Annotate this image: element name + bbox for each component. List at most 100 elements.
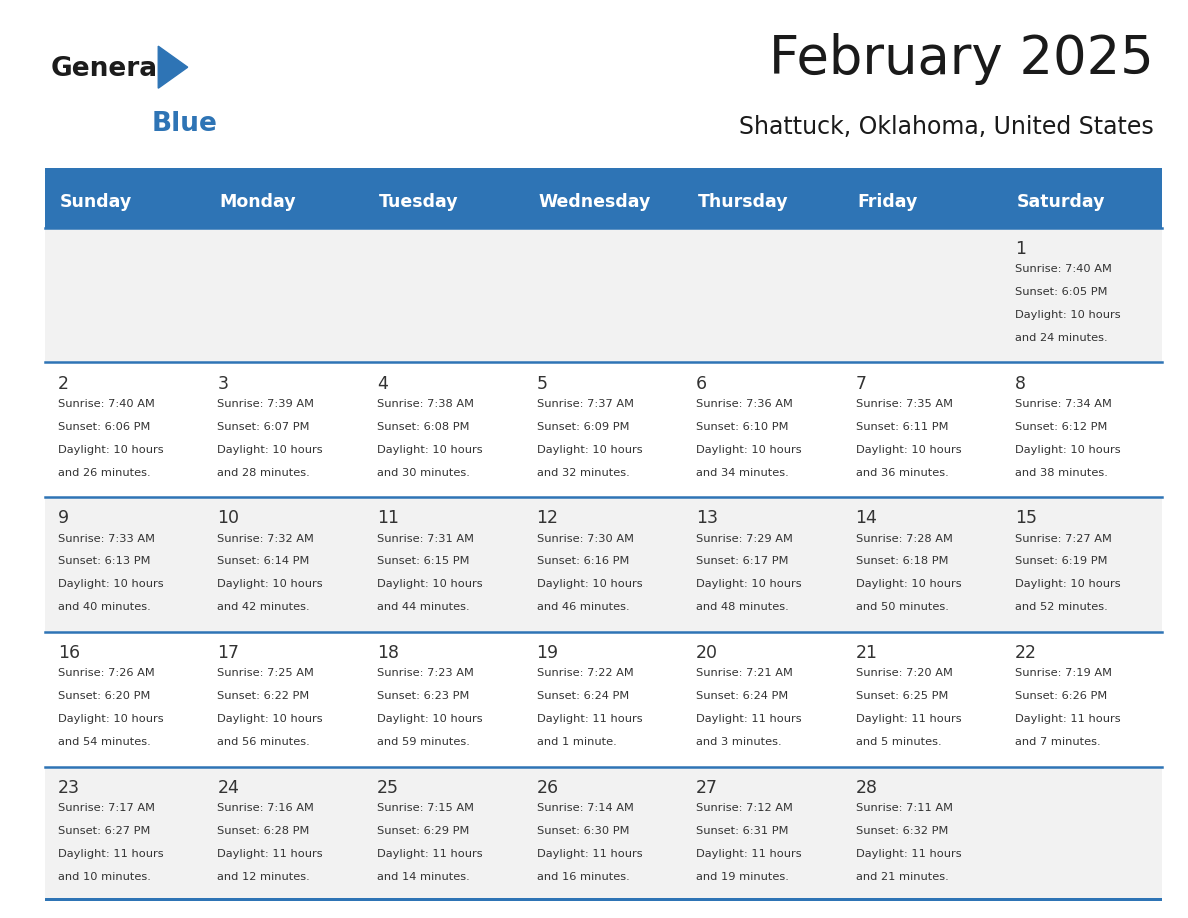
Text: and 26 minutes.: and 26 minutes. — [58, 467, 151, 477]
Text: Daylight: 10 hours: Daylight: 10 hours — [855, 444, 961, 454]
Text: 14: 14 — [855, 509, 878, 527]
Text: Sunrise: 7:15 AM: Sunrise: 7:15 AM — [377, 803, 474, 813]
Text: Monday: Monday — [219, 193, 296, 211]
Text: Friday: Friday — [858, 193, 917, 211]
Text: Wednesday: Wednesday — [538, 193, 651, 211]
Text: Sunrise: 7:39 AM: Sunrise: 7:39 AM — [217, 398, 315, 409]
Text: and 24 minutes.: and 24 minutes. — [1015, 333, 1107, 342]
Text: and 7 minutes.: and 7 minutes. — [1015, 737, 1101, 747]
Text: Sunrise: 7:14 AM: Sunrise: 7:14 AM — [537, 803, 633, 813]
Text: Daylight: 11 hours: Daylight: 11 hours — [537, 849, 643, 859]
Text: and 54 minutes.: and 54 minutes. — [58, 737, 151, 747]
Text: Sunset: 6:24 PM: Sunset: 6:24 PM — [537, 691, 628, 701]
Text: Sunset: 6:25 PM: Sunset: 6:25 PM — [855, 691, 948, 701]
Text: Sunset: 6:18 PM: Sunset: 6:18 PM — [855, 556, 948, 566]
Text: Sunset: 6:12 PM: Sunset: 6:12 PM — [1015, 421, 1107, 431]
Text: Thursday: Thursday — [697, 193, 789, 211]
Text: and 19 minutes.: and 19 minutes. — [696, 872, 789, 882]
Text: and 1 minute.: and 1 minute. — [537, 737, 617, 747]
Text: Sunrise: 7:29 AM: Sunrise: 7:29 AM — [696, 533, 792, 543]
Text: and 44 minutes.: and 44 minutes. — [377, 602, 469, 612]
Text: and 28 minutes.: and 28 minutes. — [217, 467, 310, 477]
Text: Daylight: 11 hours: Daylight: 11 hours — [696, 849, 802, 859]
Text: 6: 6 — [696, 375, 707, 393]
Text: Sunrise: 7:11 AM: Sunrise: 7:11 AM — [855, 803, 953, 813]
Text: Daylight: 10 hours: Daylight: 10 hours — [217, 444, 323, 454]
Text: Daylight: 10 hours: Daylight: 10 hours — [58, 714, 164, 724]
Text: 28: 28 — [855, 778, 878, 797]
Text: 8: 8 — [1015, 375, 1026, 393]
Text: Sunrise: 7:33 AM: Sunrise: 7:33 AM — [58, 533, 154, 543]
Text: Daylight: 10 hours: Daylight: 10 hours — [1015, 310, 1120, 319]
Text: Daylight: 10 hours: Daylight: 10 hours — [58, 444, 164, 454]
Text: Sunrise: 7:32 AM: Sunrise: 7:32 AM — [217, 533, 315, 543]
Text: Sunset: 6:05 PM: Sunset: 6:05 PM — [1015, 287, 1107, 297]
Text: Sunrise: 7:12 AM: Sunrise: 7:12 AM — [696, 803, 792, 813]
Text: and 5 minutes.: and 5 minutes. — [855, 737, 941, 747]
Text: 20: 20 — [696, 644, 718, 662]
Text: 22: 22 — [1015, 644, 1037, 662]
Text: General: General — [51, 56, 168, 83]
Text: 12: 12 — [537, 509, 558, 527]
Text: Sunrise: 7:21 AM: Sunrise: 7:21 AM — [696, 668, 792, 678]
Text: 18: 18 — [377, 644, 399, 662]
Text: and 32 minutes.: and 32 minutes. — [537, 467, 630, 477]
Text: and 46 minutes.: and 46 minutes. — [537, 602, 630, 612]
Text: Sunrise: 7:35 AM: Sunrise: 7:35 AM — [855, 398, 953, 409]
Polygon shape — [158, 46, 188, 88]
Text: Sunset: 6:24 PM: Sunset: 6:24 PM — [696, 691, 789, 701]
Text: 9: 9 — [58, 509, 69, 527]
Text: Daylight: 11 hours: Daylight: 11 hours — [377, 849, 482, 859]
Text: and 59 minutes.: and 59 minutes. — [377, 737, 469, 747]
Text: and 3 minutes.: and 3 minutes. — [696, 737, 782, 747]
Text: Sunrise: 7:28 AM: Sunrise: 7:28 AM — [855, 533, 953, 543]
Text: Sunset: 6:32 PM: Sunset: 6:32 PM — [855, 826, 948, 836]
Text: Sunset: 6:15 PM: Sunset: 6:15 PM — [377, 556, 469, 566]
Text: Sunrise: 7:20 AM: Sunrise: 7:20 AM — [855, 668, 953, 678]
Text: Sunrise: 7:26 AM: Sunrise: 7:26 AM — [58, 668, 154, 678]
Text: Sunset: 6:22 PM: Sunset: 6:22 PM — [217, 691, 310, 701]
Text: Daylight: 10 hours: Daylight: 10 hours — [537, 444, 643, 454]
Text: Sunset: 6:10 PM: Sunset: 6:10 PM — [696, 421, 789, 431]
Text: 1: 1 — [1015, 240, 1026, 258]
Text: Daylight: 10 hours: Daylight: 10 hours — [696, 579, 802, 589]
Text: 11: 11 — [377, 509, 399, 527]
Text: Sunset: 6:27 PM: Sunset: 6:27 PM — [58, 826, 150, 836]
Text: 15: 15 — [1015, 509, 1037, 527]
Text: 24: 24 — [217, 778, 239, 797]
Text: Sunrise: 7:30 AM: Sunrise: 7:30 AM — [537, 533, 633, 543]
Text: Daylight: 10 hours: Daylight: 10 hours — [377, 714, 482, 724]
Text: Sunday: Sunday — [59, 193, 132, 211]
Text: 4: 4 — [377, 375, 387, 393]
Text: 17: 17 — [217, 644, 240, 662]
Text: Sunset: 6:30 PM: Sunset: 6:30 PM — [537, 826, 628, 836]
Text: Sunrise: 7:34 AM: Sunrise: 7:34 AM — [1015, 398, 1112, 409]
Text: 16: 16 — [58, 644, 80, 662]
Text: Daylight: 11 hours: Daylight: 11 hours — [696, 714, 802, 724]
Text: Sunrise: 7:27 AM: Sunrise: 7:27 AM — [1015, 533, 1112, 543]
Text: Daylight: 10 hours: Daylight: 10 hours — [58, 579, 164, 589]
Text: Daylight: 11 hours: Daylight: 11 hours — [855, 714, 961, 724]
Text: Daylight: 10 hours: Daylight: 10 hours — [217, 579, 323, 589]
Text: Sunrise: 7:37 AM: Sunrise: 7:37 AM — [537, 398, 633, 409]
Text: Sunset: 6:20 PM: Sunset: 6:20 PM — [58, 691, 150, 701]
Text: Tuesday: Tuesday — [379, 193, 459, 211]
Text: Sunset: 6:06 PM: Sunset: 6:06 PM — [58, 421, 150, 431]
Text: 19: 19 — [537, 644, 558, 662]
Text: Sunrise: 7:25 AM: Sunrise: 7:25 AM — [217, 668, 315, 678]
Text: and 40 minutes.: and 40 minutes. — [58, 602, 151, 612]
Text: Sunrise: 7:22 AM: Sunrise: 7:22 AM — [537, 668, 633, 678]
Text: Sunset: 6:08 PM: Sunset: 6:08 PM — [377, 421, 469, 431]
Text: Sunrise: 7:36 AM: Sunrise: 7:36 AM — [696, 398, 792, 409]
Text: 21: 21 — [855, 644, 878, 662]
Text: Sunset: 6:07 PM: Sunset: 6:07 PM — [217, 421, 310, 431]
Text: 7: 7 — [855, 375, 866, 393]
Text: Daylight: 10 hours: Daylight: 10 hours — [696, 444, 802, 454]
Text: Sunrise: 7:38 AM: Sunrise: 7:38 AM — [377, 398, 474, 409]
Text: Blue: Blue — [152, 111, 217, 138]
Text: Sunset: 6:31 PM: Sunset: 6:31 PM — [696, 826, 789, 836]
Text: Sunset: 6:29 PM: Sunset: 6:29 PM — [377, 826, 469, 836]
Text: and 52 minutes.: and 52 minutes. — [1015, 602, 1108, 612]
Text: Sunrise: 7:16 AM: Sunrise: 7:16 AM — [217, 803, 315, 813]
Text: and 16 minutes.: and 16 minutes. — [537, 872, 630, 882]
